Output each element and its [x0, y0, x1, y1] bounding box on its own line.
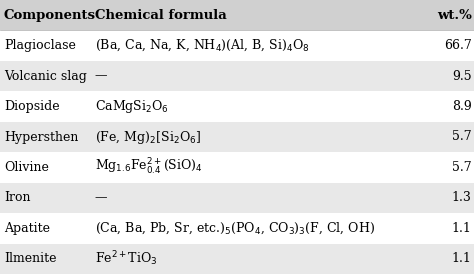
Bar	[0, 61, 474, 91]
Text: Olivine: Olivine	[4, 161, 49, 174]
Text: 8.9: 8.9	[452, 100, 472, 113]
Text: 1.1: 1.1	[452, 252, 472, 265]
Text: Chemical formula: Chemical formula	[95, 9, 227, 22]
Text: Components: Components	[4, 9, 96, 22]
Text: 5.7: 5.7	[452, 130, 472, 144]
Text: 66.7: 66.7	[444, 39, 472, 52]
Text: (Fe, Mg)$_2$[Si$_2$O$_6$]: (Fe, Mg)$_2$[Si$_2$O$_6$]	[95, 129, 201, 145]
Text: wt.%: wt.%	[437, 9, 472, 22]
Bar	[0, 213, 474, 244]
Text: Plagioclase: Plagioclase	[4, 39, 76, 52]
Text: 9.5: 9.5	[452, 70, 472, 83]
Bar	[0, 244, 474, 274]
Text: Hypersthen: Hypersthen	[4, 130, 78, 144]
Text: 1.1: 1.1	[452, 222, 472, 235]
Text: (Ca, Ba, Pb, Sr, etc.)$_5$(PO$_4$, CO$_3$)$_3$(F, Cl, OH): (Ca, Ba, Pb, Sr, etc.)$_5$(PO$_4$, CO$_3…	[95, 221, 375, 236]
Bar	[0, 91, 474, 122]
Bar	[0, 122, 474, 152]
Text: Ilmenite: Ilmenite	[4, 252, 56, 265]
Bar	[0, 152, 474, 183]
Text: 5.7: 5.7	[452, 161, 472, 174]
Text: (Ba, Ca, Na, K, NH$_4$)(Al, B, Si)$_4$O$_8$: (Ba, Ca, Na, K, NH$_4$)(Al, B, Si)$_4$O$…	[95, 38, 310, 53]
Text: Apatite: Apatite	[4, 222, 50, 235]
Text: CaMgSi$_2$O$_6$: CaMgSi$_2$O$_6$	[95, 98, 169, 115]
Text: —: —	[95, 191, 107, 204]
Text: Mg$_{1.6}$Fe$^{2+}_{0.4}$(SiO)$_4$: Mg$_{1.6}$Fe$^{2+}_{0.4}$(SiO)$_4$	[95, 157, 202, 178]
Text: Iron: Iron	[4, 191, 30, 204]
Text: Fe$^{2+}$TiO$_3$: Fe$^{2+}$TiO$_3$	[95, 249, 157, 268]
Text: 1.3: 1.3	[452, 191, 472, 204]
Bar	[0, 0, 474, 30]
Text: —: —	[95, 70, 107, 83]
Bar	[0, 183, 474, 213]
Text: Volcanic slag: Volcanic slag	[4, 70, 87, 83]
Text: Diopside: Diopside	[4, 100, 59, 113]
Bar	[0, 30, 474, 61]
